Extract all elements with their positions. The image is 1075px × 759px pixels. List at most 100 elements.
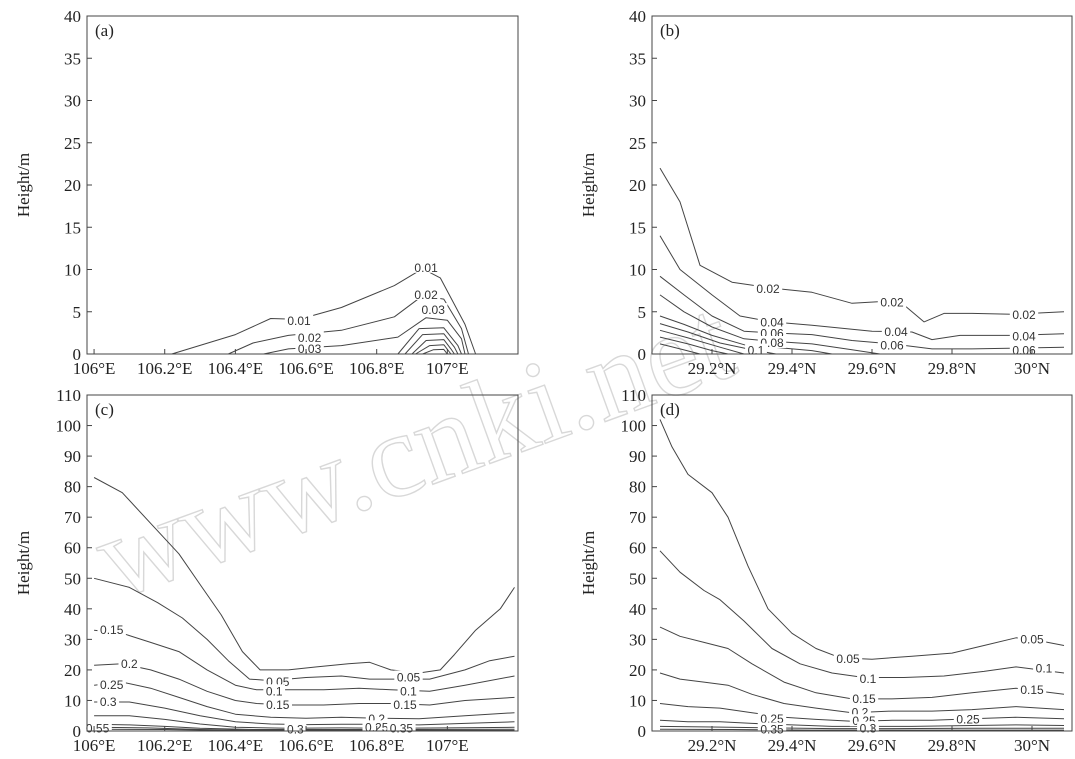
y-tick-label: 5 [73,303,82,322]
contour-label-bg [877,295,907,308]
contour-label-bg [753,281,783,294]
plot-frame [86,394,519,732]
contour-label: 0.04 [1012,329,1036,343]
y-tick-label: 30 [629,630,646,649]
contour-label-bg [877,338,907,351]
y-tick-label: 30 [64,630,81,649]
contour-line-0.1 [659,315,833,355]
contour-label-bg [387,721,416,734]
x-tick-label: 106°E [73,736,116,755]
y-tick-label: 0 [73,345,82,364]
y-axis-title: Height/m [14,153,33,217]
contour-line-0.1 [94,629,515,692]
x-tick-label: 30°N [1014,736,1050,755]
contour-label-bg [263,684,286,697]
y-tick-label: 15 [629,218,646,237]
contour-label: 0.25 [100,678,124,692]
y-tick-label: 110 [56,386,81,405]
contour-label: 0.55 [86,722,110,736]
contour-line-0.06 [659,275,1065,350]
x-tick-label: 29.2°N [688,736,737,755]
y-tick-label: 40 [64,600,81,619]
x-tick-label: 106.4°E [208,359,263,378]
contour-label: 0.1 [860,672,877,686]
y-tick-label: 90 [64,447,81,466]
x-tick-label: 29.6°N [848,359,897,378]
contour-label-bg [1017,632,1047,645]
y-tick-label: 50 [64,569,81,588]
y-tick-label: 40 [629,7,646,26]
contour-label: 0.1 [1036,661,1053,675]
contour-label-bg [1009,329,1039,342]
x-tick-label: 29.8°N [928,359,977,378]
contour-label-bg [857,672,879,685]
contour-line-0.04 [659,235,1065,341]
contour-label-bg [295,341,324,354]
contour-label-bg [953,712,983,725]
contour-label-bg [419,303,448,316]
x-tick-label: 106.4°E [208,736,263,755]
contour-line [411,339,455,355]
contour-label: 0.02 [414,288,438,302]
contour-label: 0.03 [298,342,322,356]
contour-label-bg [757,711,787,724]
y-axis-title: Height/m [14,531,33,595]
x-tick-label: 106.2°E [137,359,192,378]
panel-b: 0.020.020.020.040.04 0.040.060.06 0.060.08… [579,7,1073,378]
contour-label-bg [97,695,120,707]
contour-line-0.35 [659,728,1064,731]
x-tick-label: 106.8°E [349,736,404,755]
y-tick-label: 50 [629,569,646,588]
y-tick-label: 110 [621,386,646,405]
contour-line [659,336,729,355]
contour-label-bg [97,623,126,636]
y-tick-label: 0 [638,722,647,741]
y-tick-label: 40 [64,7,81,26]
y-tick-label: 90 [629,447,646,466]
contour-line-0.05 [659,550,1065,678]
panel-d: 0.050.050.10.10.150.150.20.25 0.25 0.250.3… [579,386,1073,755]
x-tick-label: 29.4°N [768,736,817,755]
y-tick-label: 80 [629,478,646,497]
contour-label: 0.01 [414,261,438,275]
contour-label: 0.02 [1012,308,1036,322]
contour-line-0.02 [228,295,469,355]
contour-label: 0.3 [287,723,304,737]
x-tick-label: 107°E [426,736,469,755]
x-tick-label: 29.8°N [928,736,977,755]
contour-label: 0.04 [760,316,784,330]
contour-label: 0.1 [400,684,417,698]
contour-label-bg [390,698,420,710]
contour-label-bg [411,260,441,273]
plot-frame [651,394,1073,732]
contour-line-0.01 [171,268,477,355]
contour-label-bg [1009,343,1039,356]
contour-line-0.1 [659,626,1065,700]
panel-label: (a) [95,21,114,40]
y-tick-label: 25 [64,134,81,153]
y-tick-label: 20 [629,176,646,195]
contour-line-0.15 [94,663,515,706]
contour-label-bg [1017,682,1047,695]
x-tick-label: 106.8°E [349,359,404,378]
contour-line [659,329,745,355]
y-tick-label: 70 [64,508,81,527]
contour-line-0.02 [659,167,1065,323]
contour-label: 0.06 [880,339,904,353]
y-tick-label: 0 [73,722,82,741]
contour-label: 0.25 [956,712,980,726]
contour-label: 0.15 [266,698,290,712]
x-tick-label: 29.2°N [688,359,737,378]
y-tick-label: 30 [629,92,646,111]
y-tick-label: 10 [64,261,81,280]
contour-label-bg [1033,661,1055,674]
contour-line [397,327,462,355]
y-tick-label: 20 [64,176,81,195]
x-tick-label: 106°E [73,359,116,378]
y-tick-label: 15 [64,218,81,237]
contour-line [404,333,459,355]
y-axis-title: Height/m [579,531,598,595]
contour-line [659,419,1065,660]
contour-line-0.15 [659,672,1065,714]
x-tick-label: 107°E [426,359,469,378]
